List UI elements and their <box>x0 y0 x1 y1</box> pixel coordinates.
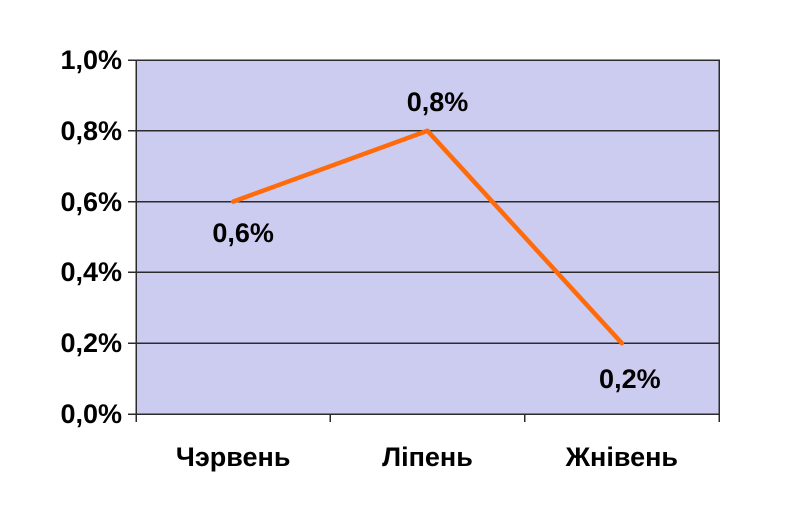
series-line <box>230 128 625 346</box>
x-axis-category-label: Ліпень <box>382 442 473 472</box>
data-point-label: 0,8% <box>406 86 469 117</box>
data-point-label: 0,6% <box>212 217 274 248</box>
y-axis-tick-label: 0,2% <box>60 328 122 359</box>
x-axis-category-label: Чэрвень <box>175 442 291 472</box>
y-axis-tick-label: 0,0% <box>60 399 122 429</box>
plot-border <box>135 59 720 415</box>
y-axis-tick-label: 0,8% <box>60 115 122 146</box>
plot-background <box>136 60 719 414</box>
y-axis-tick-label: 1,0% <box>60 45 122 75</box>
y-axis-tick-label: 0,4% <box>60 257 122 288</box>
data-point-label: 0,2% <box>599 364 661 395</box>
y-axis-tick-label: 0,6% <box>60 186 122 217</box>
x-axis-category-label: Жнівень <box>565 442 679 472</box>
